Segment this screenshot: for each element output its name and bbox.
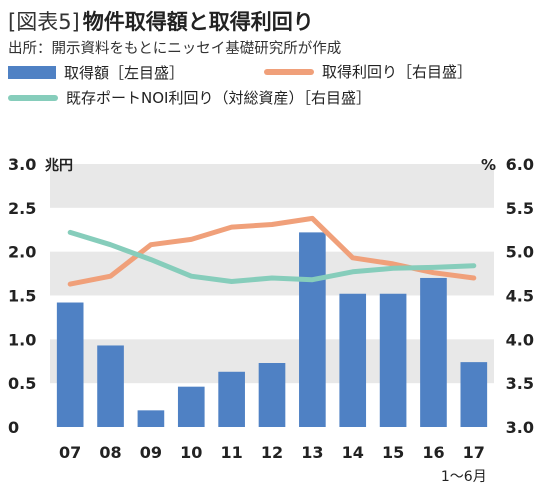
- x-tick-label-10: 10: [180, 443, 202, 462]
- bar-series: [56, 232, 488, 427]
- axis-labels: 3.0 2.5 2.0 1.5 1.0 0.5 0 6.0 5.5 5.0 4.5 4.0 3.5 3.0…: [8, 155, 534, 485]
- bar-15: [379, 293, 407, 427]
- bar-09: [137, 410, 165, 427]
- grid-band: [50, 251, 494, 296]
- legend-item-noi-yield: 既存ポートNOI利回り（対総資産）［右目盛］: [8, 87, 371, 108]
- legend-swatch-line: [264, 68, 314, 75]
- y-right-unit: %: [481, 156, 496, 174]
- bar-08: [97, 345, 124, 427]
- chart-title: [図表5] 物件取得額と取得利回り: [8, 6, 314, 36]
- line-series: [67, 215, 477, 287]
- legend-label: 取得利回り［右目盛］: [322, 63, 473, 81]
- y-left-tick-label: 1.0: [8, 330, 36, 349]
- legend-label: 既存ポートNOI利回り（対総資産）［右目盛］: [66, 89, 371, 107]
- y-right-tick-label: 5.5: [506, 199, 534, 218]
- figure-tag: [図表5]: [8, 10, 80, 34]
- y-left-tick-label: 0.5: [8, 374, 36, 393]
- x-tick-label-09: 09: [140, 443, 162, 462]
- y-right-tick-label: 4.5: [506, 287, 534, 306]
- bar-12: [258, 363, 286, 427]
- x-tick-label-16: 16: [422, 443, 444, 462]
- bar-14: [339, 293, 367, 427]
- y-right-tick-label: 3.0: [506, 418, 534, 437]
- x-tick-label-13: 13: [301, 443, 323, 462]
- legend-swatch-bar: [8, 66, 56, 79]
- x-tick-label-14: 14: [342, 443, 364, 462]
- bar-17: [460, 362, 488, 427]
- grid-band: [50, 164, 494, 208]
- bar-16: [420, 277, 447, 427]
- y-right-tick-label: 4.0: [506, 330, 534, 349]
- legend-swatch-line: [8, 94, 58, 101]
- legend-item-acquisition-yield: 取得利回り［右目盛］: [264, 61, 472, 82]
- source-note: 出所：開示資料をもとにニッセイ基礎研究所が作成: [8, 41, 342, 57]
- bar-13: [299, 232, 326, 427]
- x-tick-label-07: 07: [59, 443, 81, 462]
- bar-11: [218, 371, 245, 427]
- title-text: 物件取得額と取得利回り: [82, 10, 314, 34]
- bar-10: [177, 386, 205, 427]
- legend-label: 取得額［左目盛］: [64, 64, 185, 82]
- y-left-unit: 兆円: [45, 158, 73, 174]
- bar-07: [56, 302, 84, 427]
- x-tick-sublabel: 1〜6月: [441, 469, 487, 485]
- y-left-tick-label: 3.0: [8, 155, 36, 174]
- noi-yield-line: [67, 229, 477, 284]
- x-tick-label-08: 08: [99, 443, 121, 462]
- y-left-tick-label: 0: [8, 418, 19, 437]
- x-tick-label-12: 12: [261, 443, 283, 462]
- x-tick-label-11: 11: [221, 443, 243, 462]
- x-tick-label-17: 17: [463, 443, 485, 462]
- y-right-tick-label: 6.0: [506, 155, 534, 174]
- x-tick-label-15: 15: [382, 443, 404, 462]
- legend-item-acquisition-amount: 取得額［左目盛］: [8, 62, 184, 83]
- y-right-tick-label: 5.0: [506, 243, 534, 262]
- y-left-tick-label: 2.5: [8, 199, 36, 218]
- y-right-tick-label: 3.5: [506, 374, 534, 393]
- y-left-tick-label: 2.0: [8, 243, 36, 262]
- y-left-tick-label: 1.5: [8, 287, 36, 306]
